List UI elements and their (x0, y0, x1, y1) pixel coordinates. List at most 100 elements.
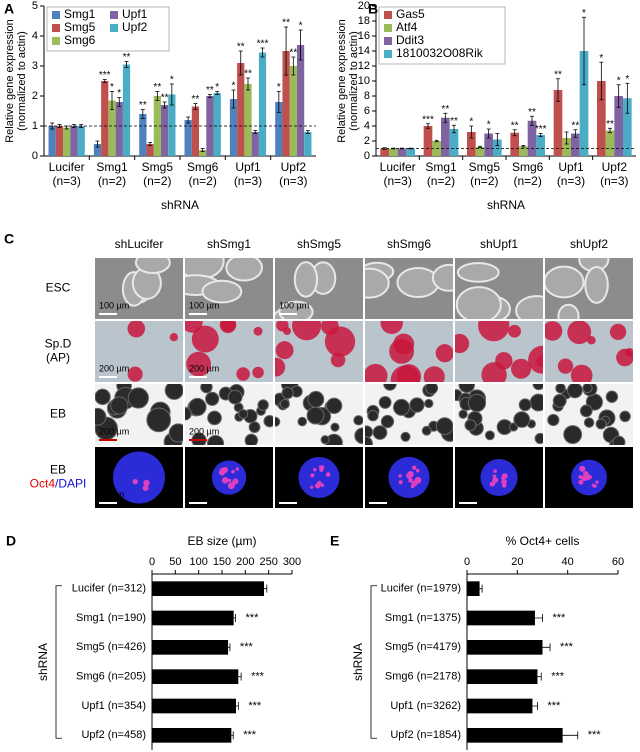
embryoid-body (552, 393, 567, 408)
x-tick-label: 60 (612, 556, 624, 568)
embryoid-body (263, 414, 273, 428)
x-tick-note: (n=3) (234, 174, 262, 188)
oct4-signal (310, 485, 314, 489)
error-bar (231, 89, 236, 109)
micrograph (545, 384, 633, 445)
y-tick-label: Smg6 (n=2178) (385, 671, 461, 683)
ap-stain (567, 321, 592, 345)
significance: ** (571, 120, 579, 131)
y-tick-label: 16 (358, 30, 370, 42)
micrograph (275, 321, 363, 382)
x-tick-label: 20 (511, 556, 523, 568)
y-tick-label: 4 (364, 120, 370, 132)
bar (101, 81, 109, 156)
oct4-signal (578, 479, 584, 485)
embryoid-body (583, 417, 595, 428)
micrograph (185, 321, 273, 382)
significance: ** (528, 107, 536, 118)
scale-label: 50 µm (99, 489, 124, 499)
embryoid-body (392, 398, 410, 416)
chart-title: % Oct4+ cells (506, 534, 580, 548)
embryoid-body (372, 425, 388, 440)
oct4-signal (219, 467, 226, 475)
x-tick-label: 200 (236, 556, 254, 568)
y-tick-label: Upf1 (n=354) (81, 700, 146, 712)
colony (431, 263, 453, 292)
micrograph (95, 384, 183, 445)
significance: ** (554, 69, 562, 80)
significance: ** (289, 48, 297, 59)
micrograph (545, 321, 633, 382)
colony (293, 261, 319, 298)
embryoid-body (205, 391, 220, 406)
x-tick-note: (n=3) (557, 174, 585, 188)
bar (527, 120, 537, 156)
colony (515, 295, 543, 319)
bar (108, 100, 116, 156)
embryoid-body (367, 410, 379, 422)
micrograph (275, 384, 363, 445)
y-axis-label: (normalized to actin) (348, 31, 360, 131)
eb-dapi (298, 456, 340, 499)
oct4-signal (132, 478, 138, 485)
significance: *** (535, 124, 547, 135)
embryoid-body (110, 396, 129, 415)
y-tick-label: Lucifer (n=1979) (381, 583, 461, 595)
ap-stain (389, 338, 415, 364)
x-tick-label: Upf2 (602, 160, 628, 174)
significance: *** (551, 671, 565, 683)
error-bar (231, 731, 234, 740)
y-tick-label: Smg6 (n=205) (76, 671, 146, 683)
significance: ** (237, 42, 245, 53)
error-bar (200, 148, 205, 152)
oct4-signal (231, 480, 237, 486)
significance: *** (99, 70, 111, 81)
embryoid-body (619, 410, 631, 423)
error-bar (207, 94, 212, 98)
oct4-signal (408, 478, 413, 483)
error-bar (434, 139, 439, 143)
significance: *** (553, 612, 567, 624)
bar (304, 132, 312, 156)
x-tick-label: Lucifer (49, 160, 85, 174)
colony (396, 266, 440, 299)
x-tick-note: (n=2) (143, 174, 171, 188)
y-tick-label: 3 (32, 60, 38, 72)
oct4-signal (231, 469, 235, 474)
oct4-signal (317, 480, 322, 486)
ap-stain (252, 366, 264, 379)
oct4-signal (227, 478, 232, 483)
ap-stain (528, 345, 543, 374)
legend-swatch (52, 37, 60, 45)
bar (168, 94, 176, 156)
x-tick-label: Smg1 (425, 160, 457, 174)
embryoid-body (421, 425, 432, 436)
x-tick-label: Upf2 (281, 160, 307, 174)
oct4-signal (142, 485, 149, 492)
x-tick-note: (n=2) (98, 174, 126, 188)
legend-swatch (384, 37, 392, 45)
error-bar (452, 124, 456, 134)
embryoid-body (409, 397, 425, 413)
embryoid-body (458, 409, 468, 419)
bar (397, 148, 407, 156)
oct4-signal (414, 476, 422, 484)
error-bar (140, 109, 145, 119)
error-bar (542, 643, 551, 652)
oct4-signal (310, 473, 315, 478)
embryoid-body (320, 435, 330, 445)
error-bar (260, 47, 265, 58)
column-label: shSmg5 (297, 237, 341, 251)
panel-label: D (6, 533, 16, 549)
scale-label: 200 µm (99, 363, 129, 373)
scale-label: 50 µm (369, 489, 394, 499)
significance: * (299, 21, 303, 32)
significance: * (215, 82, 219, 93)
error-bar (534, 614, 543, 622)
legend-label: Upf2 (122, 20, 148, 34)
bar (152, 698, 236, 714)
error-bar (236, 702, 239, 710)
x-tick-label: Smg6 (187, 160, 219, 174)
legend-swatch (52, 24, 60, 32)
embryoid-body (168, 423, 183, 443)
